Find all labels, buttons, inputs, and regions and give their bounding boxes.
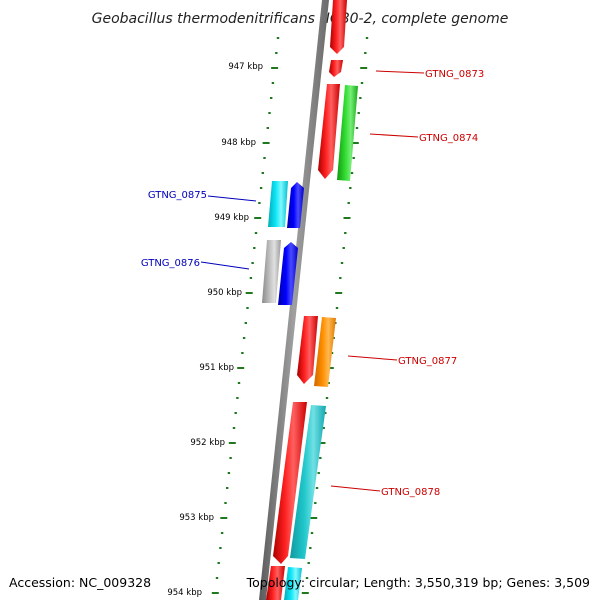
- gene-arrow-gtng-0878[interactable]: [290, 405, 326, 559]
- gene-arrow-bottom-red[interactable]: [266, 566, 285, 600]
- left-dotted-track: [211, 37, 280, 594]
- gene-label-gtng-0874[interactable]: GTNG_0874: [419, 133, 478, 144]
- kbp-label-949: 949 kbp: [214, 213, 249, 223]
- kbp-label-953: 953 kbp: [179, 513, 214, 523]
- gene-arrow-red-d[interactable]: [273, 402, 307, 564]
- gene-label-gtng-0875[interactable]: GTNG_0875: [148, 190, 207, 201]
- kbp-label-947: 947 kbp: [228, 62, 263, 72]
- kbp-label-951: 951 kbp: [199, 363, 234, 373]
- gene-arrow-blue-a[interactable]: [287, 182, 304, 228]
- gene-arrow-gtng-0873[interactable]: [329, 60, 343, 77]
- genome-title: Geobacillus thermodenitrificans NG80-2, …: [92, 11, 509, 27]
- gene-leader-lines: [200, 70, 425, 492]
- gene-labels: GTNG_0873 GTNG_0874 GTNG_0875 GTNG_0876 …: [141, 69, 484, 498]
- kbp-scale-labels: 947 kbp 948 kbp 949 kbp 950 kbp 951 kbp …: [167, 62, 263, 598]
- gene-label-gtng-0873[interactable]: GTNG_0873: [425, 69, 484, 80]
- gene-label-gtng-0876[interactable]: GTNG_0876: [141, 258, 200, 269]
- kbp-label-952: 952 kbp: [190, 438, 225, 448]
- gene-arrow-bottom-cyan[interactable]: [284, 567, 302, 600]
- gene-label-gtng-0878[interactable]: GTNG_0878: [381, 487, 440, 498]
- gene-arrow-red-c[interactable]: [297, 316, 318, 384]
- gene-features: [262, 0, 358, 600]
- genome-backbone: [259, 0, 329, 600]
- topology-text: Topology: circular; Length: 3,550,319 bp…: [246, 575, 590, 590]
- kbp-label-954: 954 kbp: [167, 588, 202, 598]
- gene-arrow-gtng-0876[interactable]: [262, 240, 281, 303]
- gene-label-gtng-0877[interactable]: GTNG_0877: [398, 356, 457, 367]
- gene-arrow-red-b[interactable]: [318, 84, 340, 179]
- kbp-label-948: 948 kbp: [221, 138, 256, 148]
- kbp-label-950: 950 kbp: [207, 288, 242, 298]
- gene-arrow-gtng-0874[interactable]: [337, 85, 358, 181]
- gene-arrow-gtng-0877[interactable]: [314, 317, 336, 387]
- accession-text: Accession: NC_009328: [9, 575, 151, 590]
- gene-arrow-top-red[interactable]: [330, 0, 347, 54]
- gene-arrow-gtng-0875[interactable]: [268, 181, 288, 227]
- gene-arrow-blue-b[interactable]: [278, 242, 298, 305]
